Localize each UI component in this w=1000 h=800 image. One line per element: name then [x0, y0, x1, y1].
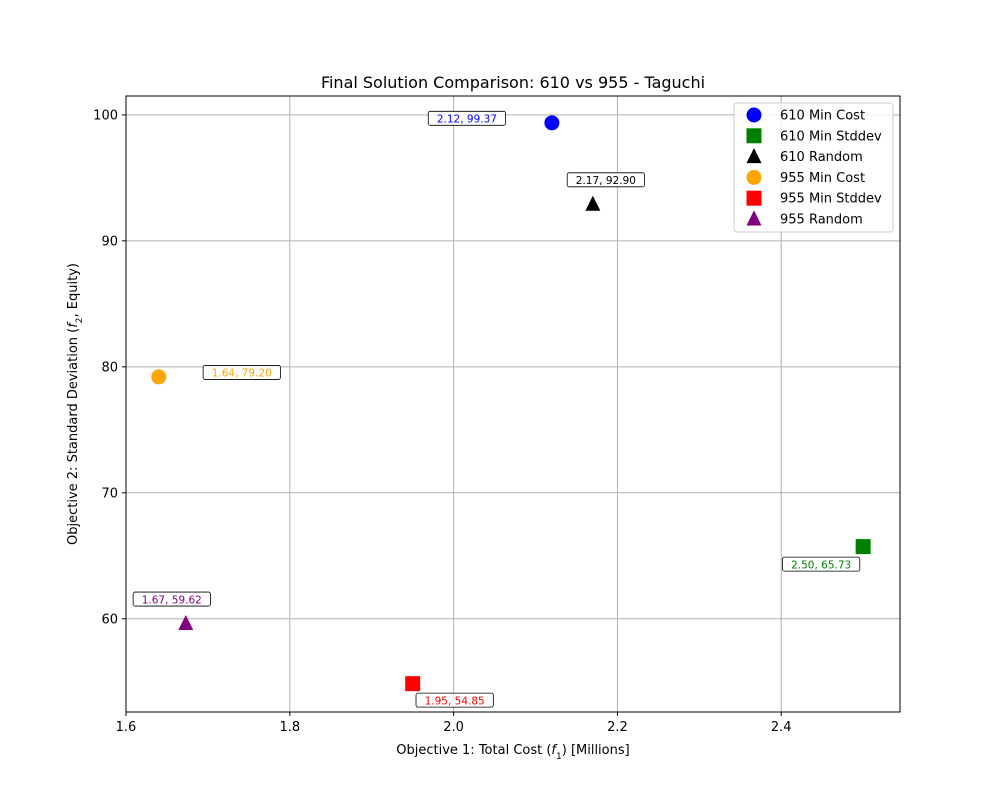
x-tick-label: 2.4 — [771, 720, 792, 735]
legend-entry-610-random: 610 Random — [746, 147, 863, 165]
annotation-label: 1.64, 79.20 — [212, 368, 272, 380]
x-tick-label: 2.0 — [443, 720, 464, 735]
annotation-label: 2.17, 92.90 — [576, 175, 636, 187]
legend-entry-955-random: 955 Random — [746, 210, 863, 228]
annotation-box — [202, 365, 281, 380]
legend-marker — [746, 107, 762, 123]
chart-title: Final Solution Comparison: 610 vs 955 - … — [321, 73, 705, 92]
annotation-955-min-stddev: 1.95, 54.85 — [415, 692, 494, 708]
legend-entry-610-min-cost: 610 Min Cost — [746, 107, 865, 124]
y-tick-label: 80 — [101, 360, 118, 375]
annotation-610-min-cost: 2.12, 99.37 — [427, 110, 506, 126]
point-955-min-stddev — [405, 676, 421, 692]
annotation-label: 2.12, 99.37 — [437, 114, 497, 126]
legend-marker — [746, 190, 762, 206]
x-axis-label: Objective 1: Total Cost (f1) [Millions] — [396, 743, 629, 762]
legend-marker — [746, 169, 762, 185]
y-tick-label: 70 — [101, 486, 118, 501]
annotation-label: 1.67, 59.62 — [142, 594, 202, 606]
annotation-955-random: 1.67, 59.62 — [132, 591, 211, 607]
y-tick-label: 60 — [101, 612, 118, 627]
legend-label: 610 Min Cost — [780, 109, 865, 124]
legend-label: 610 Min Stddev — [780, 129, 882, 144]
annotation-610-min-stddev: 2.50, 65.73 — [782, 556, 861, 572]
legend-marker — [746, 128, 762, 144]
annotation-610-random: 2.17, 92.90 — [566, 172, 645, 188]
x-tick-label: 1.8 — [279, 720, 300, 735]
legend: 610 Min Cost 610 Min Stddev 610 Random 955 … — [733, 102, 894, 233]
y-tick-label: 100 — [93, 108, 118, 123]
axis-ticks: 1.6 1.8 2.0 2.2 2.4 60 70 80 90 100 — [93, 108, 791, 735]
legend-entry-610-min-stddev: 610 Min Stddev — [746, 128, 882, 144]
annotation-955-min-cost: 1.64, 79.20 — [202, 365, 281, 380]
plot-frame — [125, 95, 901, 713]
legend-label: 610 Random — [780, 150, 863, 165]
legend-marker — [746, 210, 762, 226]
point-610-min-stddev — [855, 539, 871, 555]
annotation-box — [132, 591, 211, 607]
legend-marker — [746, 147, 762, 164]
y-axis-label: Objective 2: Standard Deviation (f2, Equ… — [66, 263, 85, 545]
point-610-random — [585, 195, 601, 211]
legend-label: 955 Random — [780, 213, 863, 228]
annotation-box — [427, 110, 506, 126]
legend-label: 955 Min Cost — [780, 171, 865, 186]
point-annotations: 2.12, 99.37 2.50, 65.73 2.17, 92.90 1.64, 7… — [132, 110, 861, 708]
data-points — [151, 115, 871, 692]
annotation-label: 2.50, 65.73 — [791, 559, 851, 571]
legend-label: 955 Min Stddev — [780, 192, 882, 207]
x-tick-label: 2.2 — [607, 720, 628, 735]
annotation-box — [415, 692, 494, 708]
legend-entry-955-min-cost: 955 Min Cost — [746, 169, 865, 186]
point-955-random — [178, 614, 194, 631]
legend-entry-955-min-stddev: 955 Min Stddev — [746, 190, 882, 207]
annotation-label: 1.95, 54.85 — [425, 695, 485, 707]
legend-box — [733, 102, 894, 233]
x-tick-label: 1.6 — [116, 720, 137, 735]
point-610-min-cost — [544, 115, 560, 131]
point-955-min-cost — [151, 369, 167, 385]
annotation-box — [782, 556, 861, 572]
annotation-box — [566, 172, 645, 188]
y-tick-label: 90 — [101, 234, 118, 249]
